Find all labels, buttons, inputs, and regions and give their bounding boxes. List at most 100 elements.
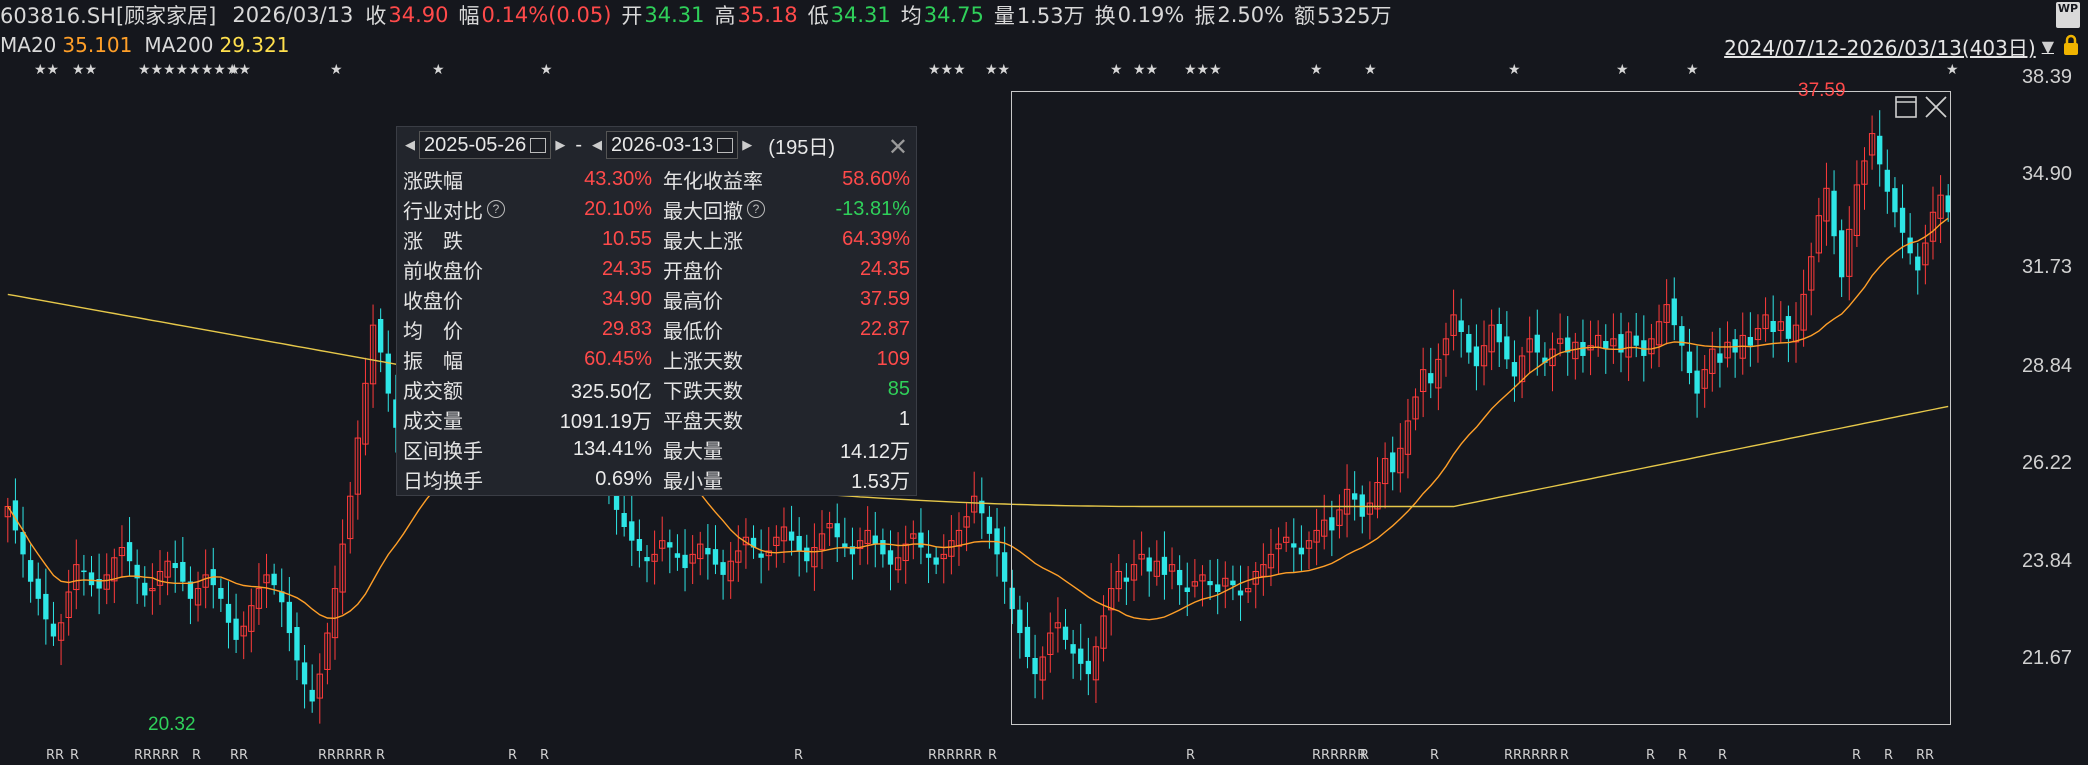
event-star-icon[interactable]: ★ [228,62,241,78]
candle[interactable] [925,530,932,584]
candle[interactable] [986,505,993,549]
candle[interactable] [187,566,194,625]
candle[interactable] [1412,388,1419,431]
candle[interactable] [57,613,65,666]
candle[interactable] [1884,149,1890,214]
candle[interactable] [88,556,95,597]
candle[interactable] [872,511,878,568]
candle[interactable] [1222,561,1229,609]
candle[interactable] [918,508,924,565]
candle[interactable] [826,511,833,546]
candle[interactable] [1815,197,1822,263]
candle[interactable] [248,588,255,653]
candle[interactable] [255,563,263,625]
candle[interactable] [12,478,19,544]
candle[interactable] [1831,170,1837,255]
r-marker[interactable]: R [1718,748,1728,763]
candle[interactable] [1671,277,1677,341]
candle[interactable] [1663,279,1670,345]
candle[interactable] [1717,327,1723,388]
r-marker[interactable]: R [794,748,804,763]
candle[interactable] [164,551,171,596]
ma200-label[interactable]: MA200 [144,33,214,57]
candle[interactable] [393,374,399,453]
candle[interactable] [1534,309,1540,376]
candle[interactable] [316,653,323,724]
candle[interactable] [331,565,339,660]
candle[interactable] [1679,316,1685,372]
candle[interactable] [1184,562,1190,617]
candle[interactable] [240,611,247,660]
candle[interactable] [735,525,742,582]
candle[interactable] [1777,301,1784,344]
candle[interactable] [1618,312,1624,373]
candle[interactable] [788,505,795,556]
candle[interactable] [1100,595,1107,662]
candle[interactable] [1062,608,1069,650]
candle[interactable] [758,529,764,584]
candle[interactable] [1473,324,1480,391]
candle[interactable] [689,535,696,585]
candle[interactable] [910,520,917,560]
candle[interactable] [286,577,293,652]
candle[interactable] [894,532,902,583]
candle[interactable] [1937,175,1944,244]
candle[interactable] [194,571,202,622]
candle[interactable] [682,529,688,592]
candle[interactable] [1861,147,1868,210]
help-icon[interactable]: ? [747,200,765,218]
candle[interactable] [1442,322,1450,377]
calendar-icon[interactable] [530,137,547,153]
candle[interactable] [339,519,346,615]
r-marker[interactable]: R [192,748,202,763]
event-star-icon[interactable]: ★ [1616,62,1629,78]
candle[interactable] [1305,531,1313,570]
start-prev-arrow-icon[interactable]: ◀ [405,137,415,152]
candle[interactable] [1839,219,1845,297]
close-selection-icon[interactable] [1925,96,1947,118]
candle[interactable] [118,525,126,578]
r-marker[interactable]: RRRRRR [318,748,373,763]
event-star-icon[interactable]: ★ [540,62,553,78]
candle[interactable] [378,308,384,373]
candle[interactable] [1526,316,1533,373]
stock-symbol[interactable]: 603816.SH[顾家家居] [0,4,217,28]
date-range-selector[interactable]: 2024/07/12-2026/03/13(403日) ▼ [1724,32,2054,61]
candle[interactable] [834,503,840,563]
candle[interactable] [796,517,802,577]
event-star-icon[interactable]: ★ [1364,62,1377,78]
event-star-icon[interactable]: ★★★ [928,62,966,78]
candle[interactable] [1610,313,1617,364]
candle[interactable] [4,497,11,543]
candle[interactable] [1747,312,1754,367]
candle[interactable] [842,517,848,558]
r-marker[interactable]: R [540,748,550,763]
event-star-icon[interactable]: ★ [1686,62,1699,78]
candle[interactable] [1542,342,1548,377]
candle[interactable] [156,550,164,605]
candle[interactable] [233,593,239,654]
candle[interactable] [1092,636,1100,704]
candle[interactable] [126,517,133,577]
candle[interactable] [1001,526,1008,604]
candle[interactable] [1215,558,1221,615]
candle[interactable] [1488,309,1495,371]
interval-selection-box[interactable] [1011,91,1951,725]
candle[interactable] [73,539,80,610]
r-marker[interactable]: RR [1916,748,1935,763]
candle[interactable] [1853,160,1861,247]
candle[interactable] [324,622,331,685]
candle[interactable] [1709,331,1716,392]
candle[interactable] [354,420,361,520]
candle[interactable] [111,548,118,604]
dropdown-triangle-icon[interactable]: ▼ [2041,37,2054,56]
ma20-label[interactable]: MA20 [0,33,57,57]
candle[interactable] [948,515,955,575]
candle[interactable] [1115,554,1122,602]
r-marker[interactable]: R [1646,748,1656,763]
candle[interactable] [172,540,178,593]
candle[interactable] [1244,566,1252,603]
start-date-field[interactable]: 2025-05-26 [419,131,552,159]
candle[interactable] [225,581,232,649]
event-star-icon[interactable]: ★★★★★★★★★ [138,62,251,78]
